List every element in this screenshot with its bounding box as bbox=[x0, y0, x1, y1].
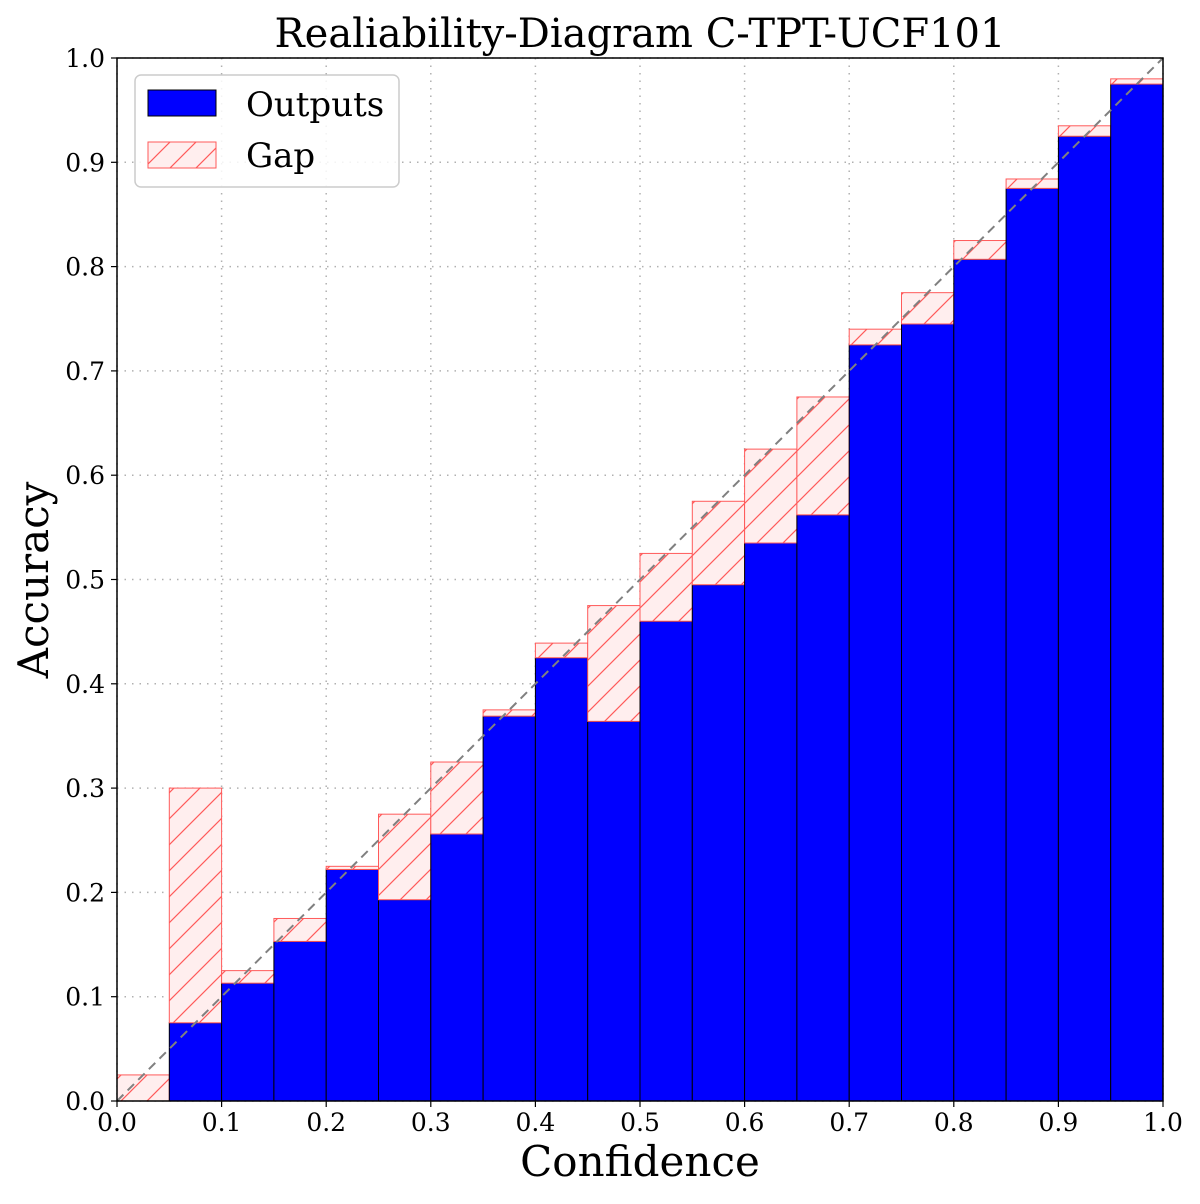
outputs-bar-19 bbox=[1110, 83, 1164, 1102]
bars bbox=[116, 78, 1164, 1102]
y-tick-label-6: 0.6 bbox=[65, 461, 105, 490]
outputs-bar-7 bbox=[482, 715, 536, 1102]
x-axis-label: Confidence bbox=[520, 1137, 760, 1186]
outputs-bar-5 bbox=[378, 899, 432, 1102]
gap-hatch-16 bbox=[953, 240, 1007, 260]
outputs-bar-8 bbox=[534, 657, 589, 1102]
gap-hatch-6 bbox=[430, 762, 484, 834]
y-tick-label-10: 1.0 bbox=[65, 44, 105, 73]
x-tick-label-3: 0.3 bbox=[411, 1108, 451, 1137]
outputs-bar-16 bbox=[953, 258, 1007, 1102]
x-tick-label-7: 0.7 bbox=[829, 1108, 869, 1137]
x-tick-label-5: 0.5 bbox=[620, 1108, 660, 1137]
y-tick-label-4: 0.4 bbox=[65, 670, 105, 699]
x-axis-ticks: 0.0 0.1 0.2 0.3 0.4 0.5 0.6 0.7 0.8 0.9 1.0 bbox=[97, 1101, 1183, 1137]
legend-outputs-swatch bbox=[147, 89, 217, 117]
gap-hatch-5 bbox=[378, 814, 431, 900]
gap-hatch-15 bbox=[901, 292, 954, 324]
legend-gap-label: Gap bbox=[246, 136, 315, 176]
gap-hatch-13 bbox=[796, 396, 850, 515]
gap-hatch-7 bbox=[483, 709, 536, 717]
outputs-bar-12 bbox=[744, 542, 798, 1102]
outputs-bar-6 bbox=[430, 833, 484, 1102]
y-tick-label-0: 0.0 bbox=[65, 1087, 105, 1116]
outputs-bar-13 bbox=[796, 514, 850, 1102]
outputs-bar-14 bbox=[848, 344, 903, 1102]
y-tick-label-1: 0.1 bbox=[65, 983, 105, 1012]
y-tick-label-7: 0.7 bbox=[65, 357, 105, 386]
outputs-bar-10 bbox=[639, 620, 693, 1102]
gap-hatch-8 bbox=[535, 643, 588, 658]
legend-gap-hatch bbox=[148, 142, 216, 168]
legend: Outputs Gap bbox=[134, 74, 400, 188]
x-tick-label-0: 0.0 bbox=[97, 1108, 137, 1137]
outputs-bar-1 bbox=[168, 1022, 223, 1102]
outputs-bar-4 bbox=[325, 868, 380, 1102]
gap-hatch-19 bbox=[1110, 78, 1163, 85]
gap-hatch-9 bbox=[587, 605, 640, 722]
gap-hatch-12 bbox=[744, 449, 797, 543]
gap-hatch-3 bbox=[273, 918, 327, 942]
y-tick-label-8: 0.8 bbox=[65, 253, 105, 282]
y-tick-label-9: 0.9 bbox=[65, 148, 105, 177]
gap-hatch-10 bbox=[640, 553, 693, 622]
gap-hatch-18 bbox=[1058, 125, 1111, 137]
y-tick-label-2: 0.2 bbox=[65, 878, 105, 907]
gap-hatch-14 bbox=[849, 329, 902, 345]
x-tick-label-2: 0.2 bbox=[306, 1108, 346, 1137]
chart-title: Realiability-Diagram C-TPT-UCF101 bbox=[275, 11, 1006, 57]
outputs-bar-18 bbox=[1057, 135, 1112, 1102]
x-tick-label-8: 0.8 bbox=[934, 1108, 974, 1137]
gap-hatch-1 bbox=[169, 788, 222, 1023]
perfect-calibration-line bbox=[116, 57, 1164, 1102]
x-tick-label-4: 0.4 bbox=[516, 1108, 556, 1137]
gap-hatch-11 bbox=[692, 501, 745, 585]
diagonal-line bbox=[116, 57, 1164, 1102]
outputs-bar-3 bbox=[273, 940, 327, 1102]
outputs-bar-17 bbox=[1005, 187, 1059, 1102]
x-tick-label-10: 1.0 bbox=[1143, 1108, 1183, 1137]
gap-hatch-4 bbox=[326, 866, 379, 870]
y-tick-label-3: 0.3 bbox=[65, 774, 105, 803]
x-tick-label-6: 0.6 bbox=[725, 1108, 765, 1137]
y-axis-ticks: 0.0 0.1 0.2 0.3 0.4 0.5 0.6 0.7 0.8 0.9 1.0 bbox=[65, 44, 117, 1116]
y-axis-label: Accuracy bbox=[9, 481, 58, 679]
x-tick-label-1: 0.1 bbox=[202, 1108, 242, 1137]
gap-hatch-0 bbox=[117, 1074, 170, 1101]
outputs-bar-2 bbox=[221, 982, 275, 1102]
outputs-bar-9 bbox=[587, 720, 641, 1102]
outputs-bar-11 bbox=[691, 584, 746, 1102]
gap-hatch-2 bbox=[221, 970, 274, 984]
gap-hatch-17 bbox=[1006, 178, 1059, 189]
outputs-bar-15 bbox=[901, 323, 955, 1102]
y-tick-label-5: 0.5 bbox=[65, 566, 105, 595]
x-tick-label-9: 0.9 bbox=[1039, 1108, 1079, 1137]
legend-outputs-label: Outputs bbox=[246, 85, 384, 125]
